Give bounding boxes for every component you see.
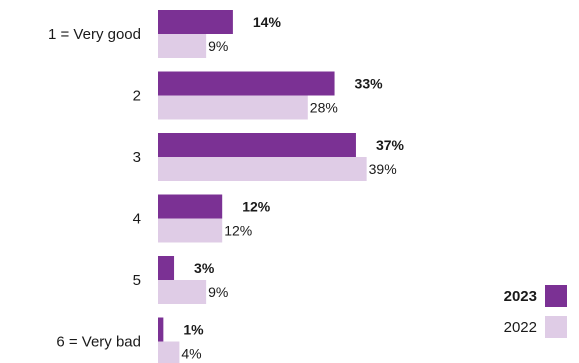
category-label-1: 1 = Very good [48,26,141,43]
data-label-2022-5: 9% [208,284,228,300]
bar-2023-3 [158,133,356,157]
legend-item-2022: 2022 [504,316,567,338]
bar-2023-4 [158,194,223,219]
legend-label-2022: 2022 [503,318,537,336]
legend-item-2023: 2023 [504,285,567,307]
bar-2023-1 [158,10,233,34]
bar-2023-5 [158,256,175,280]
data-label-2022-4: 12% [224,223,252,239]
bar-2022-2 [158,95,308,120]
category-label-2: 2 [133,88,141,105]
data-label-2022-2: 28% [310,100,338,116]
data-label-2023-2: 33% [355,76,384,92]
data-label-2022-1: 9% [208,38,228,54]
data-label-2023-3: 37% [376,137,405,153]
bar-2022-5 [158,280,207,304]
bar-2022-6 [158,341,180,363]
data-label-2023-6: 1% [183,322,204,338]
bar-2022-3 [158,157,367,181]
category-label-5: 5 [133,272,141,289]
data-label-2023-4: 12% [242,199,271,215]
bar-2022-4 [158,218,223,243]
data-label-2022-6: 4% [181,346,201,362]
bar-2022-1 [158,34,207,58]
legend-swatch-2023 [545,285,567,307]
legend-swatch-2022 [545,316,567,338]
data-label-2023-1: 14% [253,14,282,30]
category-label-4: 4 [133,211,141,228]
data-label-2022-3: 39% [369,161,397,177]
category-label-6: 6 = Very bad [56,334,141,351]
legend-label-2023: 2023 [503,287,537,305]
data-label-2023-5: 3% [194,260,215,276]
category-label-3: 3 [133,149,141,166]
bar-2023-6 [158,317,164,342]
bar-2023-2 [158,71,335,96]
